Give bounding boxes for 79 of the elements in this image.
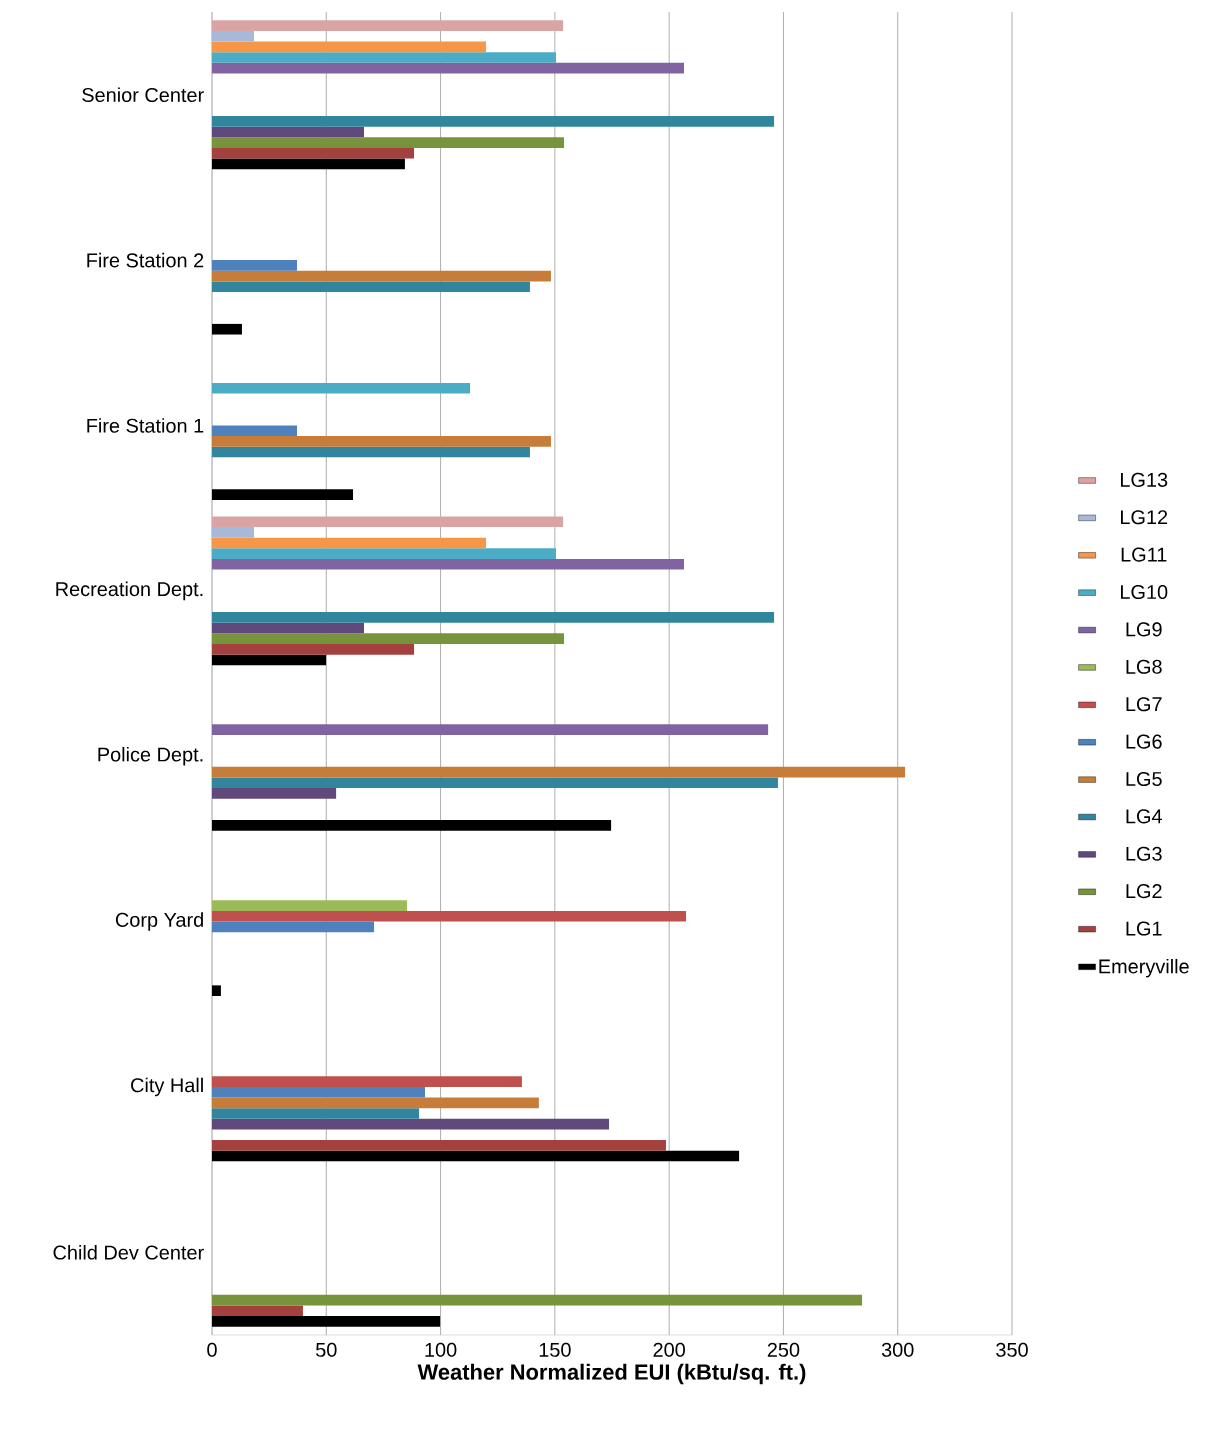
- legend-label: LG6: [1126, 734, 1162, 749]
- bar: [212, 516, 564, 528]
- bar: [212, 260, 298, 271]
- bar: [212, 1086, 426, 1098]
- bar: [212, 1316, 441, 1327]
- bar: [212, 910, 687, 922]
- x-tick-label: 200: [653, 1342, 685, 1357]
- bar: [212, 900, 407, 911]
- bar: [212, 489, 354, 500]
- bar: [212, 1097, 539, 1109]
- bar: [212, 527, 255, 538]
- legend-label: LG5: [1126, 771, 1162, 787]
- bar: [212, 425, 298, 437]
- bar: [212, 41, 487, 53]
- y-tick-label: Child Dev Center: [53, 1245, 204, 1260]
- legend-label: LG7: [1126, 697, 1162, 712]
- bar: [212, 766, 906, 778]
- bar: [212, 116, 775, 127]
- bar: [212, 633, 564, 644]
- bar: [212, 788, 337, 799]
- bar: [212, 52, 556, 63]
- bar: [212, 270, 551, 282]
- x-tick-label: 50: [316, 1342, 337, 1357]
- bar: [212, 436, 551, 447]
- y-tick-label: Police Dept.: [98, 746, 203, 766]
- legend-label: LG11: [1121, 547, 1167, 562]
- x-tick-label: 350: [996, 1342, 1028, 1357]
- bar: [212, 158, 405, 170]
- legend-label: LG2: [1126, 884, 1162, 899]
- bar: [212, 622, 364, 634]
- bar: [212, 548, 556, 559]
- bar: [212, 1294, 863, 1306]
- legend-label: LG12: [1121, 510, 1168, 525]
- bar: [212, 281, 530, 292]
- x-tick-label: 250: [767, 1342, 800, 1357]
- bar: [212, 985, 221, 996]
- bar: [212, 1118, 610, 1130]
- legend-label: LG1: [1126, 921, 1162, 936]
- y-tick-label: City Hall: [131, 1077, 203, 1097]
- bar: [212, 446, 530, 458]
- bar: [212, 1108, 420, 1119]
- bar: [212, 30, 255, 42]
- bar: [212, 62, 685, 74]
- legend-label: LG4: [1126, 809, 1162, 824]
- bar: [212, 777, 778, 789]
- x-tick-label: 0: [207, 1342, 217, 1357]
- y-tick-label: Recreation Dept.: [56, 581, 203, 601]
- y-tick-label: Fire Station 2: [87, 252, 204, 268]
- bar: [212, 323, 242, 335]
- bar: [212, 1076, 522, 1087]
- y-tick-label: Corp Yard: [115, 912, 203, 931]
- x-tick-label: 300: [881, 1342, 914, 1357]
- bar: [212, 558, 685, 570]
- legend-label: LG3: [1126, 846, 1162, 861]
- bar: [212, 126, 364, 138]
- bar: [212, 537, 487, 549]
- bar: [212, 820, 612, 831]
- bar: [212, 654, 327, 666]
- legend-label: LG8: [1126, 659, 1162, 674]
- legend-label: Emeryville: [1099, 958, 1189, 978]
- legend-label: LG9: [1126, 622, 1162, 637]
- legend-label: LG13: [1121, 472, 1168, 487]
- bar: [212, 147, 415, 159]
- bar: [212, 921, 375, 933]
- bar: [212, 644, 415, 655]
- x-tick-label: 150: [539, 1342, 571, 1357]
- bar: [212, 1305, 303, 1317]
- legend-label: LG10: [1121, 584, 1168, 600]
- bar: [212, 612, 775, 623]
- y-tick-label: Fire Station 1: [87, 418, 204, 433]
- bar: [212, 137, 564, 148]
- bar: [212, 724, 769, 735]
- bar: [212, 1140, 666, 1151]
- bar: [212, 20, 564, 31]
- bar: [212, 382, 471, 394]
- y-tick-label: Senior Center: [82, 87, 204, 103]
- x-tick-label: 100: [425, 1342, 457, 1357]
- x-axis-title: Weather Normalized EUI (kBtu/sq. ft.): [417, 1363, 806, 1385]
- bar: [212, 1150, 740, 1162]
